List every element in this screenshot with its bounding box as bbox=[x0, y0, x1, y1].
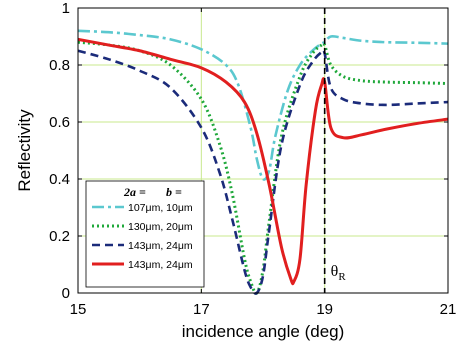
legend-header-b: b = bbox=[166, 185, 182, 199]
theta-symbol: θ bbox=[331, 263, 339, 280]
y-tick-label: 0.4 bbox=[49, 171, 70, 188]
axis-ticks: 15 17 19 21 0 0.2 0.4 0.6 0.8 1 bbox=[49, 0, 456, 318]
x-tick-label: 15 bbox=[70, 301, 87, 318]
y-tick-label: 0.2 bbox=[49, 228, 70, 245]
theta-r-annotation: θR bbox=[331, 263, 347, 283]
legend-header-2a: 2a = bbox=[123, 185, 146, 199]
legend-label-1: 107μm, 10μm bbox=[128, 202, 193, 214]
legend: 2a = b = 107μm, 10μm 130μm, 20μm 143μm, 24… bbox=[85, 180, 205, 288]
plot-frame bbox=[77, 7, 449, 294]
y-tick-label: 0.6 bbox=[49, 114, 70, 131]
x-tick-label: 17 bbox=[193, 301, 210, 318]
legend-box bbox=[85, 180, 205, 288]
legend-label-3: 143μm, 24μm bbox=[128, 240, 193, 252]
x-tick-label: 21 bbox=[440, 301, 457, 318]
series-layer bbox=[77, 29, 449, 295]
series-line-2 bbox=[77, 40, 449, 295]
y-tick-label: 1 bbox=[62, 0, 70, 17]
series-line-1 bbox=[77, 29, 449, 181]
legend-items: 107μm, 10μm 130μm, 20μm 143μm, 24μm 143μm, … bbox=[92, 202, 193, 271]
y-axis-label: Reflectivity bbox=[15, 109, 34, 192]
y-tick-label: 0.8 bbox=[49, 57, 70, 74]
x-axis-label: incidence angle (deg) bbox=[182, 322, 345, 341]
legend-label-4: 143μm, 24μm bbox=[128, 259, 193, 271]
series-line-3 bbox=[77, 48, 449, 295]
legend-label-2: 130μm, 20μm bbox=[128, 221, 193, 233]
y-tick-label: 0 bbox=[62, 285, 70, 302]
series-line-4 bbox=[77, 37, 449, 286]
theta-subscript: R bbox=[338, 271, 346, 283]
x-tick-label: 19 bbox=[316, 301, 333, 318]
